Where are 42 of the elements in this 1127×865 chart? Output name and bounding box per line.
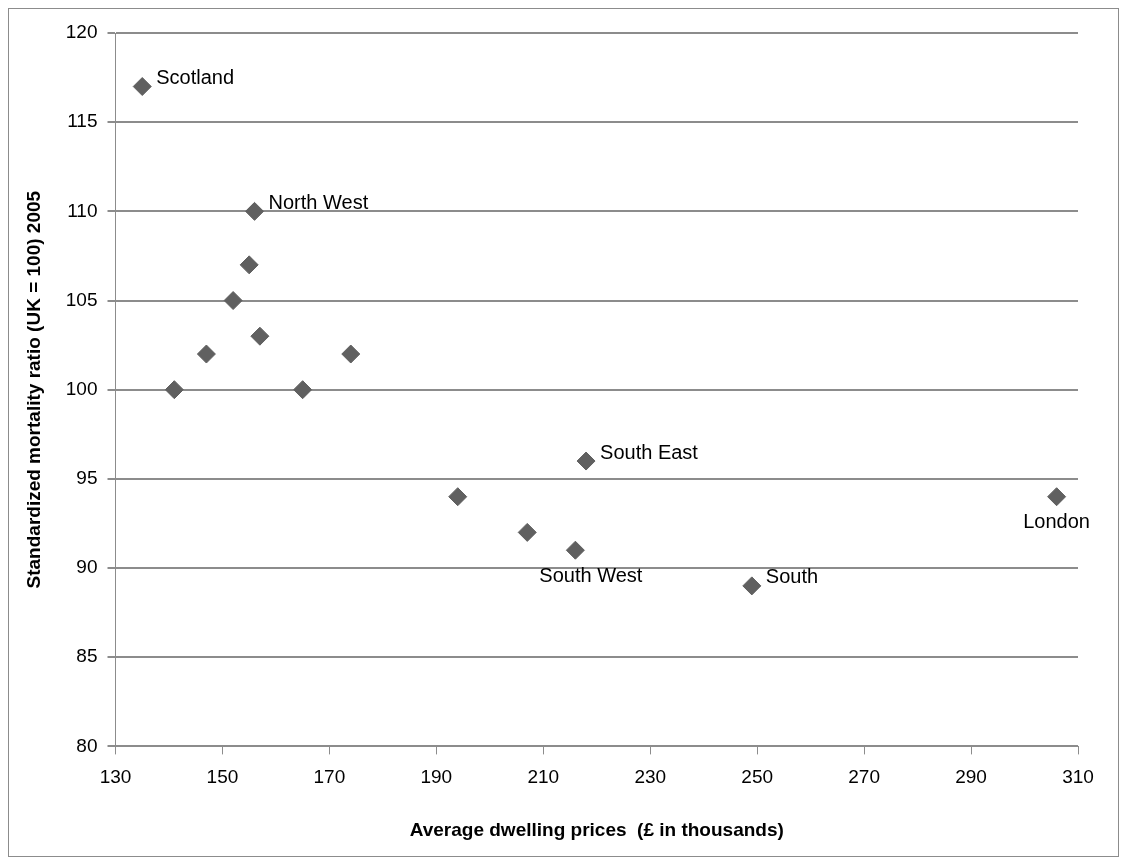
y-tick-label: 105 xyxy=(65,288,98,310)
y-tick-label: 110 xyxy=(67,199,98,221)
point xyxy=(565,540,585,560)
annotation: London xyxy=(1023,510,1090,533)
point xyxy=(245,201,265,221)
x-tick-label: 210 xyxy=(527,766,560,788)
point xyxy=(293,380,313,400)
x-tick-label: 130 xyxy=(99,766,132,788)
x-tick-label: 250 xyxy=(741,766,774,788)
y-tick-label: 100 xyxy=(65,377,98,399)
annotation: South East xyxy=(600,440,699,463)
point xyxy=(196,344,216,364)
point xyxy=(742,576,762,596)
point xyxy=(239,255,259,275)
x-tick-label: 190 xyxy=(420,766,453,788)
point xyxy=(576,451,596,471)
y-tick-label: 95 xyxy=(76,467,98,489)
annotation: North West xyxy=(268,190,369,213)
annotation: South xyxy=(765,565,819,588)
y-tick-label: 120 xyxy=(65,21,98,43)
annotation: Scotland xyxy=(156,66,235,89)
x-tick-label: 230 xyxy=(634,766,667,788)
y-tick-label: 90 xyxy=(76,556,98,578)
x-tick-label: 310 xyxy=(1062,766,1094,788)
point xyxy=(1047,487,1067,507)
x-tick-label: 270 xyxy=(848,766,880,788)
annotation: South West xyxy=(539,563,643,586)
x-tick-label: 170 xyxy=(313,766,346,788)
y-tick-label: 80 xyxy=(76,734,98,756)
point xyxy=(250,326,270,346)
x-tick-label: 290 xyxy=(955,766,987,788)
point xyxy=(341,344,361,364)
point xyxy=(448,487,468,507)
y-tick-label: 85 xyxy=(76,645,98,667)
point xyxy=(517,522,537,542)
y-tick-label: 115 xyxy=(67,110,98,132)
point xyxy=(132,77,152,97)
x-axis-title: Average dwelling prices (£ in thousands) xyxy=(409,818,784,840)
x-tick-label: 150 xyxy=(206,766,239,788)
point xyxy=(223,291,243,311)
point xyxy=(164,380,184,400)
y-axis-title: Standardized mortality ratio (UK = 100) 2005 xyxy=(22,190,44,589)
